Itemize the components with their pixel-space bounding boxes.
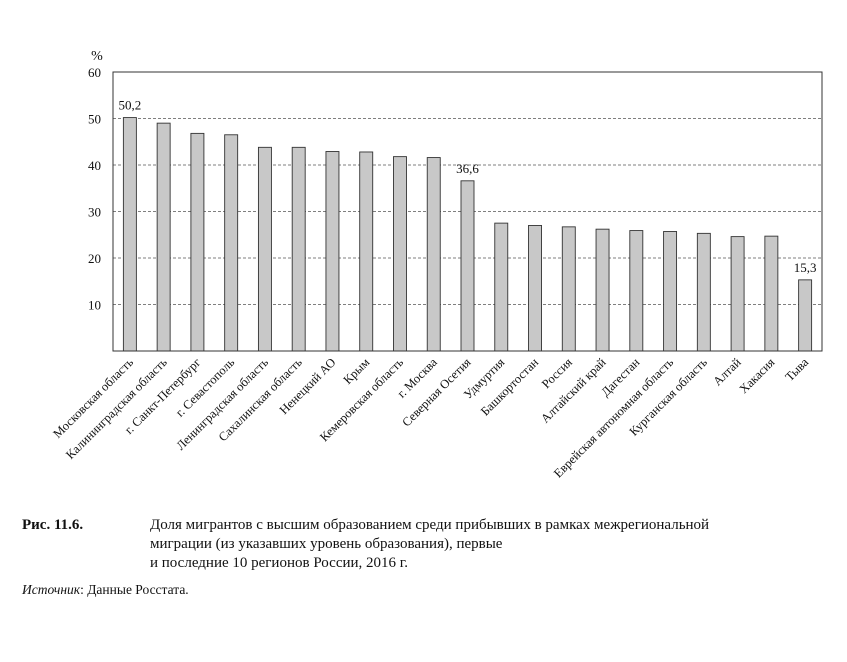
bars xyxy=(122,117,813,352)
bar xyxy=(257,146,272,352)
bar xyxy=(764,235,779,352)
y-tick-label: 30 xyxy=(88,205,101,220)
y-tick-label: 60 xyxy=(88,65,101,80)
data-label: 50,2 xyxy=(119,98,142,113)
y-axis-unit-label: % xyxy=(91,49,103,64)
bar xyxy=(595,228,610,352)
bar xyxy=(156,122,171,352)
bar xyxy=(325,151,340,352)
bar xyxy=(798,279,813,352)
data-labels: 50,2 36,6 15,3 xyxy=(119,98,817,275)
source-note: Источник: Данные Росстата. xyxy=(22,582,189,598)
bar xyxy=(190,132,205,352)
y-tick-label: 50 xyxy=(88,112,101,127)
bar xyxy=(528,224,542,352)
bar xyxy=(696,232,711,352)
data-label: 15,3 xyxy=(794,260,817,275)
data-label: 36,6 xyxy=(456,161,479,176)
bar xyxy=(393,156,407,352)
plot-frame xyxy=(112,71,823,352)
bar xyxy=(426,157,441,352)
bar xyxy=(291,146,306,352)
bar xyxy=(460,180,475,352)
x-category-label: Крым xyxy=(341,355,373,387)
bar xyxy=(122,117,137,352)
y-tick-label: 20 xyxy=(88,251,101,266)
caption-line-2: миграции (из указавших уровень образован… xyxy=(150,536,503,552)
bar xyxy=(561,226,576,352)
y-tick-label: 40 xyxy=(88,158,101,173)
bar xyxy=(494,222,509,352)
bar xyxy=(663,231,678,352)
y-tick-label: 10 xyxy=(88,298,101,313)
x-category-label: Хакасия xyxy=(736,355,777,396)
y-axis-ticks: 10 20 30 40 50 60 xyxy=(88,65,101,313)
bar xyxy=(359,151,374,352)
bar xyxy=(730,236,745,352)
caption-line-1: Доля мигрантов с высшим образованием сре… xyxy=(150,517,710,533)
bar xyxy=(629,230,644,352)
figure-caption-text: Доля мигрантов с высшим образованием сре… xyxy=(150,516,820,573)
caption-line-3: и последние 10 регионов России, 2016 г. xyxy=(150,555,408,571)
bar xyxy=(224,134,239,352)
source-label: Источник xyxy=(22,582,81,597)
x-category-label: Тыва xyxy=(782,355,811,384)
figure-number: Рис. 11.6. xyxy=(22,517,84,533)
source-text: : Данные Росстата. xyxy=(80,582,189,597)
bar-chart: 10 20 30 40 50 60 Московская областьКалинингр… xyxy=(50,49,823,481)
